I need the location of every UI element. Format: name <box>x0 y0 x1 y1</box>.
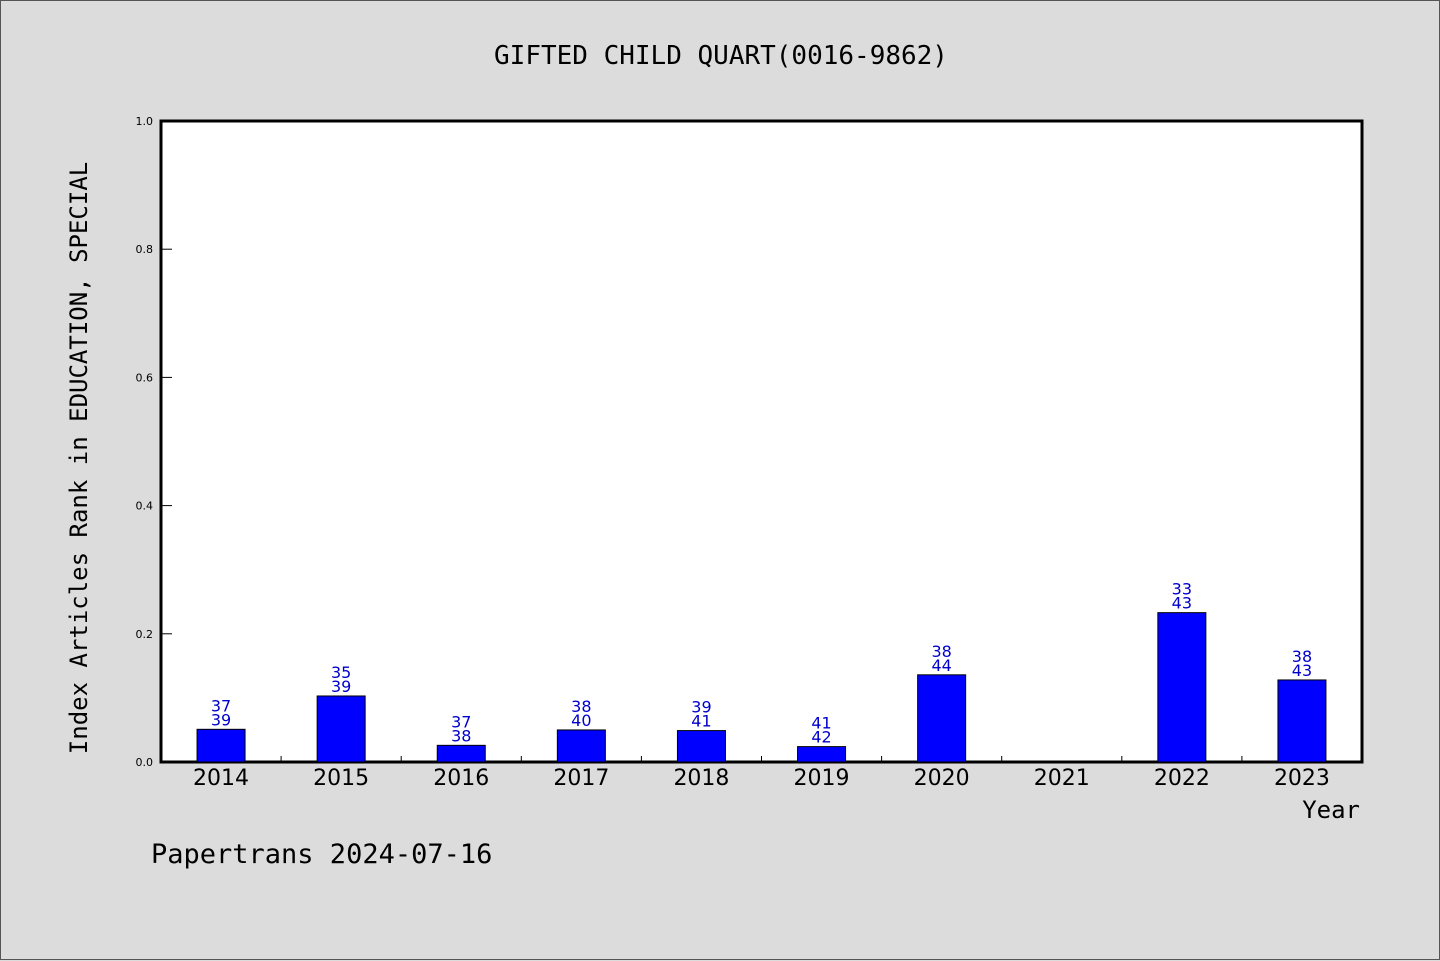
bar-rank-label: 38 <box>1292 647 1312 666</box>
bar <box>797 746 847 763</box>
y-tick-label: 1.0 <box>136 115 154 128</box>
bar <box>196 728 246 763</box>
bar-total-label: 44 <box>931 656 951 675</box>
bar-total-label: 41 <box>691 712 711 731</box>
x-tick-label: 2022 <box>1154 766 1210 791</box>
y-axis-label: Index Articles Rank in EDUCATION, SPECIA… <box>65 162 93 754</box>
bar-rank-label: 37 <box>451 712 471 731</box>
chart-title: GIFTED CHILD QUART(0016-9862) <box>494 41 948 71</box>
x-tick-label: 2014 <box>193 766 249 791</box>
footer-credit: Papertrans 2024-07-16 <box>151 839 492 870</box>
bar-total-label: 40 <box>571 711 591 730</box>
x-tick-label: 2016 <box>433 766 489 791</box>
bar-rank-label: 33 <box>1172 580 1192 599</box>
bar-total-label: 39 <box>331 677 351 696</box>
y-tick-label: 0.2 <box>136 628 154 641</box>
bar-total-label: 39 <box>211 710 231 729</box>
bar-rank-label: 39 <box>691 698 711 717</box>
bar <box>316 695 366 763</box>
bar <box>917 674 967 763</box>
x-tick-label: 2018 <box>673 766 729 791</box>
x-axis-label: Year <box>1302 796 1360 824</box>
bar-total-label: 42 <box>811 728 831 747</box>
bar-total-label: 38 <box>451 726 471 745</box>
bar <box>676 730 726 763</box>
x-tick-label: 2023 <box>1274 766 1330 791</box>
y-axis: 0.0 0.2 0.4 0.6 0.8 1.0 <box>136 115 172 769</box>
x-axis: 2014 2015 2016 2017 2018 2019 2020 2021 2022 2023 <box>193 756 1330 791</box>
y-tick-label: 0.6 <box>136 371 154 384</box>
y-tick-label: 0.8 <box>136 243 154 256</box>
x-tick-label: 2015 <box>313 766 369 791</box>
x-tick-label: 2021 <box>1034 766 1090 791</box>
bar-rank-label: 38 <box>571 697 591 716</box>
bar <box>1157 612 1207 763</box>
bar <box>1277 679 1327 763</box>
x-tick-label: 2017 <box>553 766 609 791</box>
x-tick-label: 2020 <box>914 766 970 791</box>
bar-total-label: 43 <box>1172 594 1192 613</box>
bar-rank-label: 37 <box>211 696 231 715</box>
bar <box>556 729 606 763</box>
bar-rank-label: 35 <box>331 663 351 682</box>
bar-total-label: 43 <box>1292 661 1312 680</box>
y-tick-label: 0.0 <box>136 756 154 769</box>
bar <box>436 744 486 763</box>
y-tick-label: 0.4 <box>136 500 154 513</box>
bar-rank-label: 41 <box>811 714 831 733</box>
x-tick-label: 2019 <box>794 766 850 791</box>
bar-rank-label: 38 <box>931 642 951 661</box>
